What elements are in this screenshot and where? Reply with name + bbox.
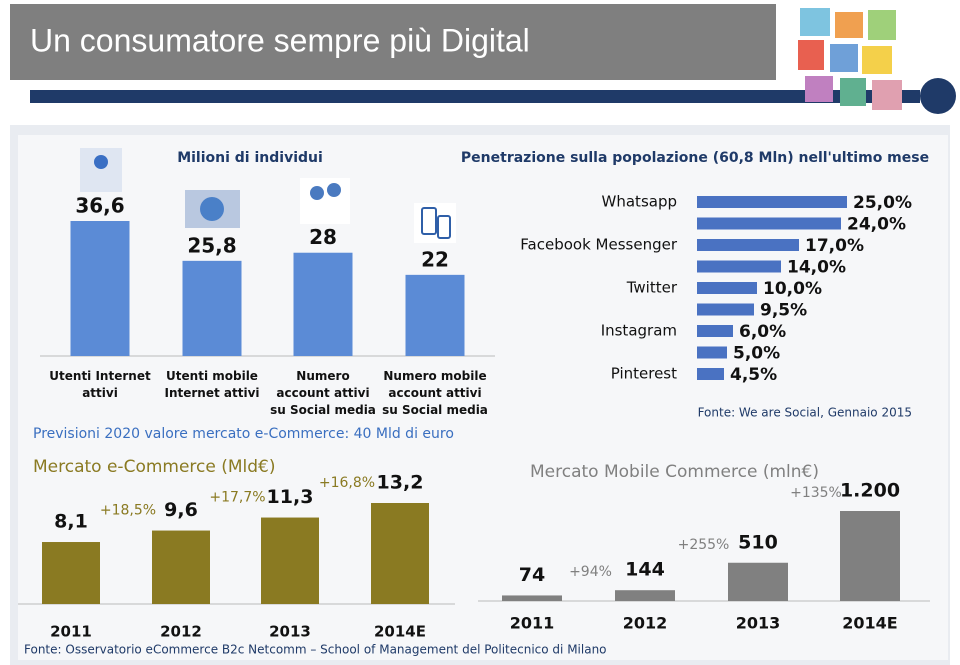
value-label: 1.200 xyxy=(840,480,900,502)
value-label: 14,0% xyxy=(787,258,846,278)
growth-label: +16,8% xyxy=(319,475,375,491)
value-label: 17,0% xyxy=(805,236,864,256)
stripe xyxy=(30,90,920,103)
value-label: 25,8 xyxy=(187,233,236,257)
x-tick-label: 2011 xyxy=(50,623,92,641)
x-tick-label: 2013 xyxy=(269,623,311,641)
value-label: 510 xyxy=(738,531,778,553)
bar xyxy=(697,260,781,273)
growth-label: +94% xyxy=(569,564,612,580)
y-tick-label: Whatsapp xyxy=(602,193,677,211)
x-tick-label: Utenti mobile Internet attivi xyxy=(164,369,260,400)
growth-label: +17,7% xyxy=(209,490,265,506)
y-tick-label: Facebook Messenger xyxy=(520,236,678,254)
bar xyxy=(697,217,841,230)
source: Fonte: We are Social, Gennaio 2015 xyxy=(698,406,912,420)
annotation: Previsioni 2020 valore mercato e-Commerc… xyxy=(33,426,454,442)
y-tick-label: Instagram xyxy=(601,322,677,340)
growth-label: +135% xyxy=(790,485,842,501)
x-tick-label: 2012 xyxy=(623,614,668,633)
x-tick-label: Numero account attivi su Social media xyxy=(270,369,376,417)
value-label: 28 xyxy=(309,225,337,249)
bar xyxy=(182,260,242,356)
bar xyxy=(371,503,429,604)
bar xyxy=(615,590,675,601)
x-tick-label: 2014E xyxy=(842,614,897,633)
bar xyxy=(697,303,754,316)
logo xyxy=(798,8,902,110)
value-label: 22 xyxy=(421,247,449,271)
bar xyxy=(697,196,847,208)
bar xyxy=(697,368,724,380)
x-tick-label: 2011 xyxy=(510,614,555,633)
y-tick-label: Pinterest xyxy=(611,365,677,383)
x-tick-label: Utenti Internet attivi xyxy=(49,369,151,400)
bar xyxy=(728,562,788,601)
chart-title: Mercato e-Commerce (Mld€) xyxy=(33,457,276,477)
bar xyxy=(697,325,733,337)
x-tick-label: 2014E xyxy=(374,623,426,641)
value-label: 24,0% xyxy=(847,215,906,235)
icons xyxy=(80,148,456,243)
growth-label: +18,5% xyxy=(100,503,156,519)
value-label: 5,0% xyxy=(733,344,780,364)
value-label: 4,5% xyxy=(730,365,777,385)
chart-title: Mercato Mobile Commerce (mln€) xyxy=(530,462,819,482)
x-tick-label: 2013 xyxy=(736,614,781,633)
value-label: 9,6 xyxy=(164,499,198,521)
bar xyxy=(293,252,353,356)
value-label: 10,0% xyxy=(763,279,822,299)
bar xyxy=(697,346,727,359)
growth-label: +255% xyxy=(678,537,730,553)
bar xyxy=(697,282,757,294)
value-label: 144 xyxy=(625,559,665,581)
bar xyxy=(502,595,562,601)
value-label: 25,0% xyxy=(853,193,912,213)
value-label: 13,2 xyxy=(377,472,424,494)
slide-title: Un consumatore sempre più Digital xyxy=(30,22,530,58)
bar xyxy=(840,511,900,601)
title-bar xyxy=(10,4,776,80)
value-label: 36,6 xyxy=(75,194,124,218)
bar xyxy=(697,239,799,251)
value-label: 6,0% xyxy=(739,322,786,342)
value-label: 11,3 xyxy=(267,486,314,508)
logo-dot xyxy=(920,78,956,114)
bar xyxy=(405,274,465,356)
bar xyxy=(261,517,319,604)
chart-title: Milioni di individui xyxy=(177,150,323,166)
x-tick-label: 2012 xyxy=(160,623,202,641)
value-label: 74 xyxy=(519,564,545,586)
bar xyxy=(152,530,210,604)
footnote: Fonte: Osservatorio eCommerce B2c Netcom… xyxy=(24,643,607,657)
x-tick-label: Numero mobile account attivi su Social m… xyxy=(382,369,488,417)
chart-title: Penetrazione sulla popolazione (60,8 Mln… xyxy=(461,150,929,166)
value-label: 9,5% xyxy=(760,301,807,321)
bar xyxy=(70,221,130,356)
value-label: 8,1 xyxy=(54,511,88,533)
y-tick-label: Twitter xyxy=(626,279,678,297)
bar xyxy=(42,542,100,604)
